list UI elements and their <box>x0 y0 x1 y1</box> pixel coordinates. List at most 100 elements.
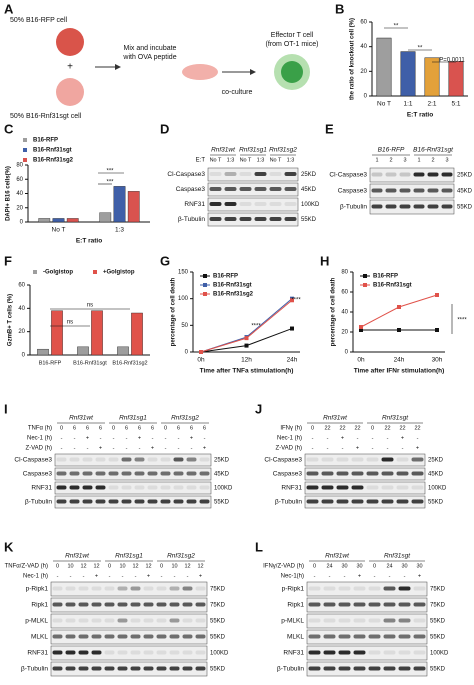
condition-value: No T <box>270 157 282 163</box>
band <box>134 471 145 476</box>
band <box>323 618 336 623</box>
panel-label: G <box>160 253 170 268</box>
band <box>95 485 106 490</box>
condition-value: 0 <box>371 425 374 431</box>
band <box>95 471 106 476</box>
band <box>254 187 267 191</box>
band <box>78 634 89 639</box>
band <box>371 204 383 209</box>
band <box>209 172 222 176</box>
marker-label: 75KD <box>430 603 446 609</box>
band <box>91 602 102 607</box>
band <box>91 634 102 639</box>
condition-value: - <box>122 573 124 579</box>
condition-value: - <box>329 573 331 579</box>
band <box>413 586 426 591</box>
group-label: Rnf31wt <box>325 553 350 560</box>
panel-label: F <box>4 253 12 268</box>
panel-label: E <box>325 121 334 136</box>
condition-value: - <box>204 435 206 441</box>
blot-strip <box>304 495 426 509</box>
band <box>306 499 319 504</box>
band <box>130 650 141 655</box>
bar <box>38 218 51 223</box>
point <box>199 350 203 354</box>
condition-value: - <box>161 573 163 579</box>
row-label: β-Tubulin <box>277 666 304 673</box>
band <box>269 172 282 176</box>
band <box>160 485 171 490</box>
band <box>323 650 336 655</box>
condition-value: + <box>190 435 193 441</box>
line <box>200 328 293 353</box>
band <box>182 666 193 671</box>
band <box>381 457 394 462</box>
band <box>130 586 141 591</box>
x-tick-label: 24h <box>394 357 405 364</box>
band <box>186 485 197 490</box>
band <box>169 586 180 591</box>
y-tick-label: 20 <box>360 69 367 75</box>
cells <box>182 64 218 80</box>
band <box>52 634 63 639</box>
y-tick-label: 40 <box>16 191 23 197</box>
band <box>306 471 319 476</box>
panel-label: J <box>255 401 262 416</box>
band <box>95 499 106 504</box>
band <box>427 204 439 209</box>
band <box>338 602 351 607</box>
mix-label: Mix and incubate <box>124 45 177 52</box>
condition-value: 30 <box>356 563 362 569</box>
y-tick-label: 0 <box>185 350 189 356</box>
band <box>323 634 336 639</box>
marker-label: 100KD <box>301 202 320 208</box>
bar <box>424 57 440 97</box>
condition-value: 10 <box>171 563 177 569</box>
band <box>160 457 171 462</box>
panel-label: I <box>4 401 8 416</box>
legend-label: B16-RFP <box>213 274 238 280</box>
row-label: β-Tubulin <box>178 216 205 223</box>
band <box>411 457 424 462</box>
condition-value: - <box>404 573 406 579</box>
band <box>104 634 115 639</box>
band <box>336 471 349 476</box>
bar <box>400 51 416 97</box>
condition-value: 24 <box>386 563 392 569</box>
band <box>143 634 154 639</box>
condition-value: 6 <box>73 425 76 431</box>
band <box>399 188 411 193</box>
legend-label: B16-Rnf31sgt <box>373 283 412 289</box>
blot-strip <box>50 629 208 645</box>
band <box>284 187 297 191</box>
band <box>381 471 394 476</box>
condition-value: - <box>342 445 344 451</box>
y-tick-label: 40 <box>341 310 348 316</box>
band <box>52 666 63 671</box>
row-label: Caspase3 <box>273 471 303 478</box>
x-tick-label: No T <box>52 227 66 234</box>
condition-value: 12 <box>93 563 99 569</box>
row-label: β-Tubulin <box>21 666 48 673</box>
band <box>117 634 128 639</box>
panel-label: A <box>4 1 14 16</box>
band <box>169 634 180 639</box>
y-axis-label: percentage of cell death <box>171 277 177 346</box>
mix-label: with OVA peptide <box>122 54 176 61</box>
band <box>195 618 206 623</box>
band <box>195 666 206 671</box>
condition-value: + <box>341 435 344 441</box>
row-label: p-Ripk1 <box>282 586 305 593</box>
band <box>108 457 119 462</box>
blot-strip <box>50 613 208 629</box>
row-label: β-Tubulin <box>275 499 302 506</box>
condition-value: 6 <box>190 425 193 431</box>
point <box>244 336 249 341</box>
condition-value: - <box>387 435 389 441</box>
band <box>104 666 115 671</box>
ko-cells <box>56 78 84 106</box>
legend-swatch <box>23 158 27 162</box>
rfp-cells <box>56 28 84 56</box>
row-label: Caspase3 <box>176 186 206 193</box>
condition-value: + <box>358 573 361 579</box>
